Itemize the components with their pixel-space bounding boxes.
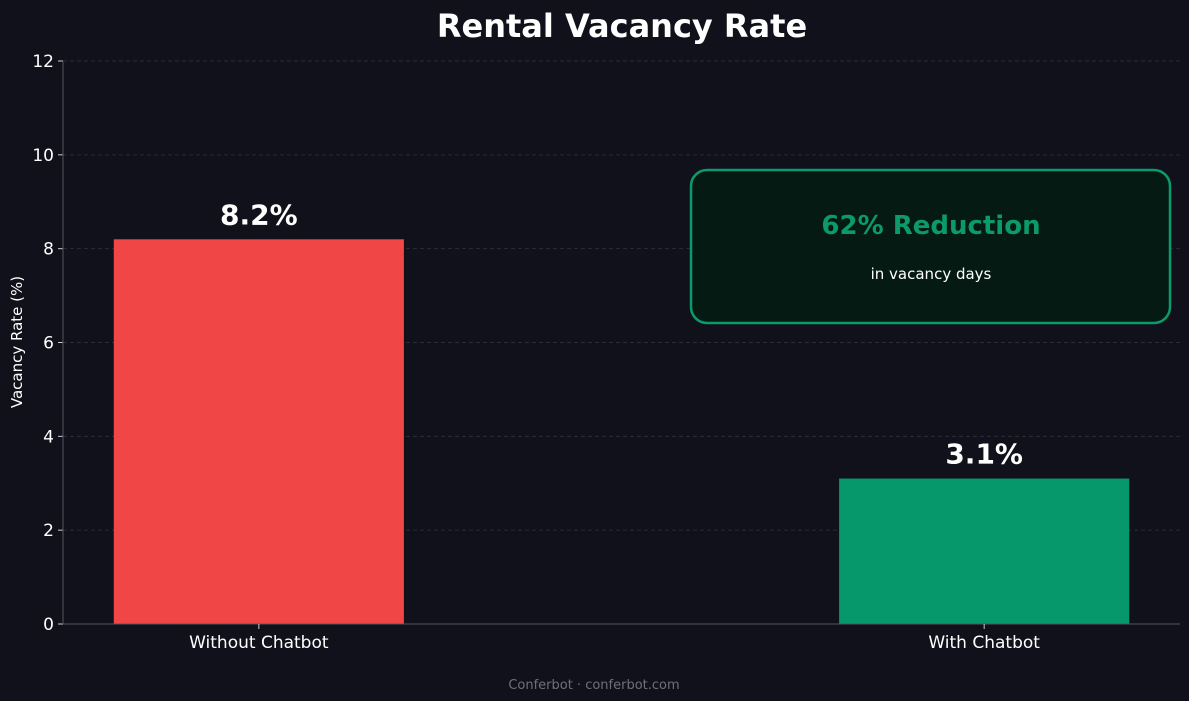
bar — [113, 239, 404, 625]
y-tick-label: 4 — [43, 427, 54, 447]
annotation-box: 62% Reduction in vacancy days — [689, 168, 1172, 325]
y-tick-label: 10 — [32, 146, 54, 166]
annotation-headline: 62% Reduction — [821, 211, 1040, 241]
y-tick-label: 0 — [43, 615, 54, 635]
bar — [839, 478, 1130, 624]
x-tick-label: With Chatbot — [928, 633, 1040, 653]
annotation-subtext: in vacancy days — [871, 265, 992, 283]
bar-value-label: 3.1% — [945, 438, 1023, 471]
y-axis-label: Vacancy Rate (%) — [8, 276, 26, 408]
chart-title: Rental Vacancy Rate — [437, 7, 807, 45]
bar-value-label: 8.2% — [220, 198, 298, 231]
axes: 0 2 4 6 8 10 12 Without Chatbot With Chatbot — [32, 52, 1180, 653]
y-tick-label: 12 — [32, 52, 54, 72]
y-tick-label: 6 — [43, 334, 54, 354]
y-tick-label: 2 — [43, 521, 54, 541]
x-tick-label: Without Chatbot — [189, 633, 329, 653]
y-tick-label: 8 — [43, 240, 54, 260]
footer-credit: Conferbot · conferbot.com — [508, 678, 679, 693]
bars: 8.2% 3.1% — [113, 198, 1130, 625]
